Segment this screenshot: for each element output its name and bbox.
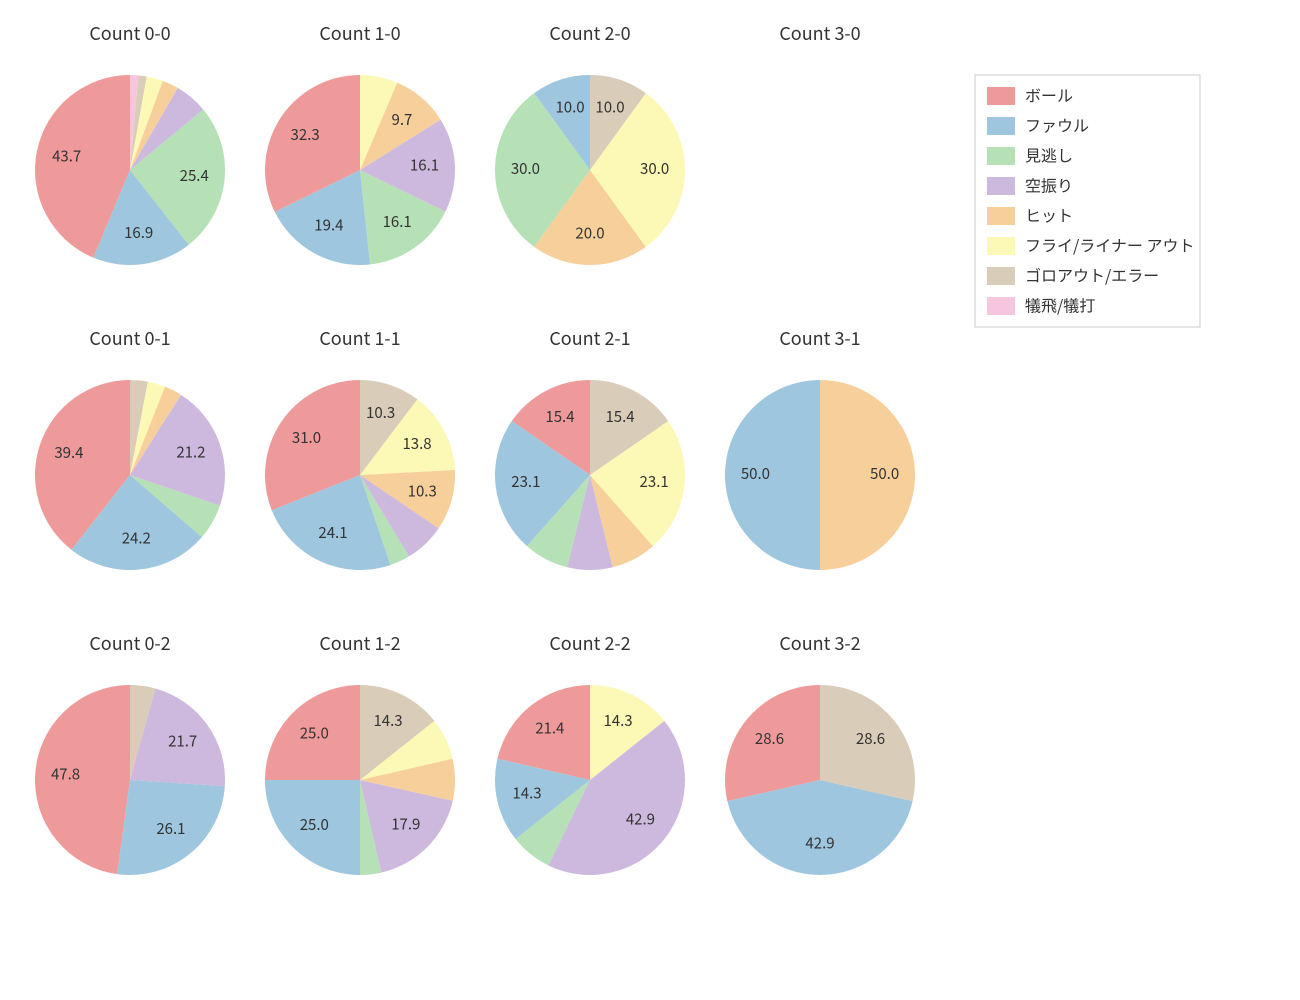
pie-slice-label-foul: 26.1	[156, 818, 185, 839]
legend-swatch-groerr	[987, 267, 1015, 285]
pie-slice-label-swing: 17.9	[391, 814, 420, 835]
pie-slice-label-ball: 43.7	[52, 145, 81, 166]
pie-slice-label-foul: 10.0	[555, 97, 584, 118]
legend-swatch-foul	[987, 117, 1015, 135]
pie-slice-label-foul: 25.0	[300, 814, 329, 835]
pie-slice-label-ball: 28.6	[755, 728, 784, 749]
pie-slice-label-flyliner: 13.8	[402, 433, 431, 454]
pie-slice-label-foul: 23.1	[511, 471, 540, 492]
legend-label-ball: ボール	[1025, 82, 1073, 106]
legend-swatch-sac	[987, 297, 1015, 315]
legend: ボールファウル見逃し空振りヒットフライ/ライナー アウトゴロアウト/エラー犠飛/…	[975, 75, 1200, 327]
chart-title: Count 3-0	[779, 20, 860, 46]
chart-title: Count 2-2	[549, 630, 630, 656]
pie-slice-label-ball: 31.0	[292, 427, 321, 448]
chart-grid: Count 0-0 43.7 16.9 25.4 Count 1-0 32.3 19.4 16…	[0, 0, 1300, 1000]
pie-slice-label-foul: 24.2	[122, 527, 151, 548]
chart-title: Count 2-0	[549, 20, 630, 46]
legend-label-swing: 空振り	[1025, 172, 1073, 196]
pie-slice-label-looking: 25.4	[180, 165, 209, 186]
chart-title: Count 0-2	[89, 630, 170, 656]
legend-swatch-swing	[987, 177, 1015, 195]
pie-slice-label-swing: 42.9	[626, 808, 655, 829]
pie-slice-label-hit: 50.0	[870, 463, 899, 484]
chart-title: Count 1-0	[319, 20, 400, 46]
pie-slice-label-groerr: 10.3	[366, 402, 395, 423]
legend-swatch-flyliner	[987, 237, 1015, 255]
legend-label-looking: 見逃し	[1025, 142, 1073, 166]
pie-slice-label-flyliner: 23.1	[640, 471, 669, 492]
pie-slice-label-swing: 21.2	[176, 442, 205, 463]
pie-slice-label-looking: 30.0	[511, 158, 540, 179]
chart-title: Count 1-2	[319, 630, 400, 656]
pie-slice-label-ball: 32.3	[291, 124, 320, 145]
chart-title: Count 0-1	[89, 325, 170, 351]
pie-slice-ball	[35, 685, 130, 874]
pie-slice-hit	[820, 380, 915, 570]
pie-slice-label-flyliner: 30.0	[640, 158, 669, 179]
legend-swatch-ball	[987, 87, 1015, 105]
pie-slice-label-groerr: 28.6	[856, 728, 885, 749]
pie-slice-label-foul: 50.0	[741, 463, 770, 484]
legend-swatch-looking	[987, 147, 1015, 165]
legend-swatch-hit	[987, 207, 1015, 225]
pie-slice-label-flyliner: 14.3	[603, 710, 632, 731]
pie-slice-label-foul: 19.4	[314, 215, 343, 236]
pie-slice-label-foul: 24.1	[318, 522, 347, 543]
pie-slice-foul	[725, 380, 820, 570]
pie-slice-label-looking: 16.1	[383, 211, 412, 232]
chart-title: Count 3-1	[779, 325, 860, 351]
chart-title: Count 2-1	[549, 325, 630, 351]
pie-slice-label-groerr: 10.0	[595, 97, 624, 118]
chart-title: Count 3-2	[779, 630, 860, 656]
pie-slice-label-ball: 39.4	[54, 442, 83, 463]
pie-slice-label-foul: 42.9	[805, 833, 834, 854]
legend-label-foul: ファウル	[1025, 112, 1089, 136]
pie-slice-label-foul: 16.9	[124, 222, 153, 243]
legend-label-flyliner: フライ/ライナー アウト	[1025, 232, 1195, 256]
pie-slice-label-hit: 10.3	[408, 480, 437, 501]
legend-label-groerr: ゴロアウト/エラー	[1025, 262, 1159, 286]
pie-slice-label-ball: 15.4	[545, 406, 574, 427]
pie-slice-label-ball: 21.4	[535, 718, 564, 739]
pie-slice-label-ball: 47.8	[51, 764, 80, 785]
pie-slice-label-groerr: 15.4	[605, 406, 634, 427]
pie-slice-label-hit: 20.0	[575, 223, 604, 244]
chart-title: Count 1-1	[319, 325, 400, 351]
pie-slice-label-swing: 16.1	[410, 155, 439, 176]
pie-slice-label-hit: 9.7	[392, 109, 413, 130]
pie-slice-label-foul: 14.3	[512, 782, 541, 803]
legend-label-hit: ヒット	[1025, 202, 1073, 226]
legend-label-sac: 犠飛/犠打	[1025, 292, 1095, 316]
pie-slice-label-ball: 25.0	[300, 722, 329, 743]
chart-title: Count 0-0	[89, 20, 170, 46]
pie-slice-label-swing: 21.7	[168, 731, 197, 752]
pie-slice-label-groerr: 14.3	[373, 710, 402, 731]
chart-svg: Count 0-0 43.7 16.9 25.4 Count 1-0 32.3 19.4 16…	[0, 0, 1300, 1000]
